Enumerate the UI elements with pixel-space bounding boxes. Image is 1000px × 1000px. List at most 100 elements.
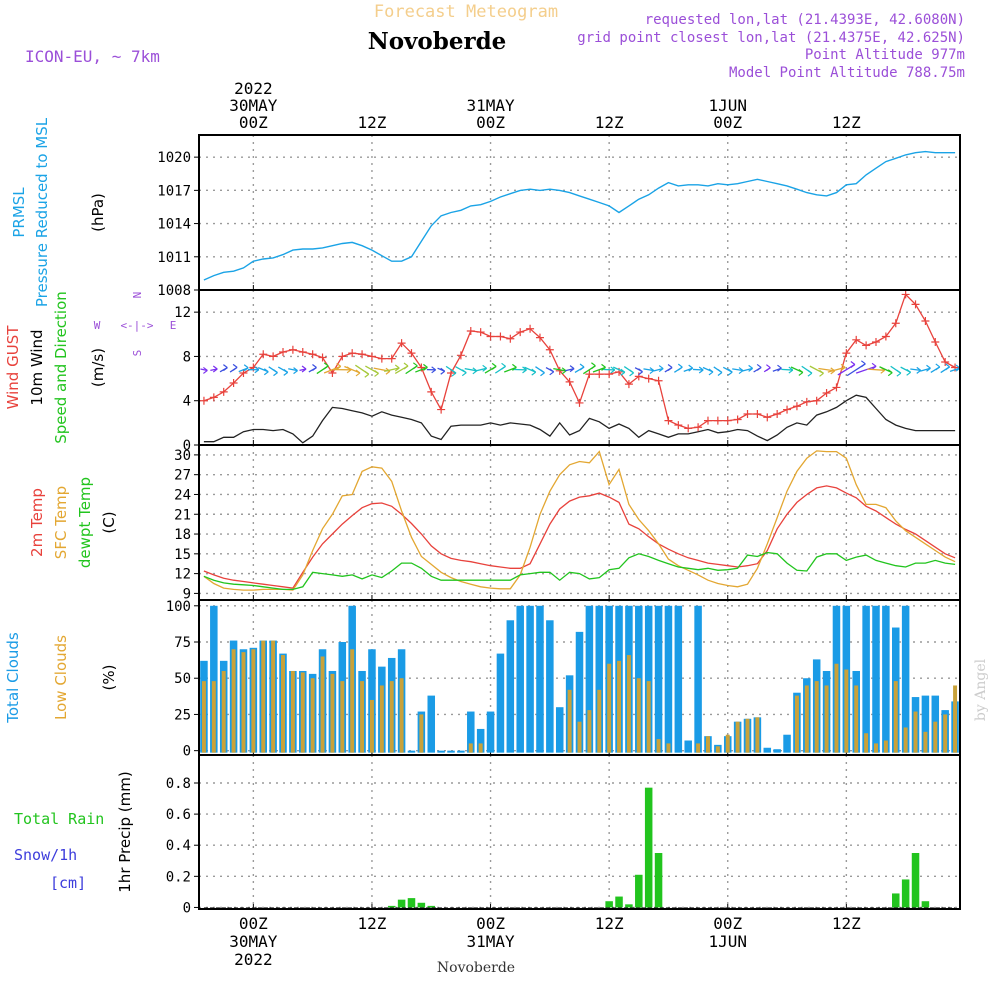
time-bottom-label-4-1: 1JUN bbox=[708, 932, 747, 951]
gust-point-73 bbox=[921, 317, 930, 325]
gust-point-51 bbox=[703, 416, 712, 425]
legend-snow-unit: [cm] bbox=[50, 874, 86, 892]
bar-low-clouds-63 bbox=[824, 685, 829, 753]
wind-arrow-head-32 bbox=[522, 366, 527, 374]
bar-rain-1 bbox=[397, 899, 406, 908]
bar-low-clouds-37 bbox=[567, 689, 572, 753]
series-line-temperature-0 bbox=[203, 485, 956, 589]
unit-label-pressure: (hPa) bbox=[89, 193, 107, 232]
wind-arrow-head-48 bbox=[677, 363, 683, 371]
bar-total-clouds-28 bbox=[476, 728, 485, 753]
wind-arrow-head-10 bbox=[301, 365, 307, 373]
ytick-label-temperature-6: 27 bbox=[174, 468, 191, 484]
bar-low-clouds-67 bbox=[864, 733, 869, 753]
wind-arrow-head-1 bbox=[212, 365, 218, 373]
bar-low-clouds-60 bbox=[794, 695, 799, 753]
bar-low-clouds-6 bbox=[261, 640, 266, 753]
bar-total-clouds-47 bbox=[664, 605, 673, 753]
series-line-temperature-1 bbox=[203, 450, 956, 591]
gust-point-52 bbox=[713, 416, 722, 425]
gust-point-3 bbox=[229, 379, 238, 387]
ytick-label-precip-3: 0.6 bbox=[166, 807, 191, 823]
bar-total-clouds-46 bbox=[654, 605, 663, 753]
ytick-label-precip-1: 0.2 bbox=[166, 869, 191, 885]
gust-point-64 bbox=[832, 383, 841, 392]
ylabel-pressure-1: Pressure Reduced to MSL bbox=[33, 117, 51, 307]
gust-point-26 bbox=[456, 351, 465, 360]
wind-arrow-head-64 bbox=[840, 363, 846, 371]
bar-low-clouds-38 bbox=[577, 721, 582, 753]
bar-low-clouds-74 bbox=[933, 721, 938, 753]
bar-total-clouds-40 bbox=[595, 605, 604, 753]
wind-arrow-50 bbox=[692, 368, 704, 371]
wind-arrow-9 bbox=[288, 368, 298, 372]
wind-arrow-head-17 bbox=[374, 369, 379, 377]
gust-point-0 bbox=[199, 396, 208, 405]
bar-low-clouds-19 bbox=[389, 681, 394, 753]
bar-rain-4 bbox=[427, 905, 436, 908]
bar-low-clouds-13 bbox=[330, 673, 335, 753]
wind-arrow-head-62 bbox=[819, 369, 824, 377]
bar-total-clouds-31 bbox=[506, 620, 515, 753]
wind-arrow-head-3 bbox=[232, 363, 238, 371]
bar-low-clouds-44 bbox=[636, 678, 641, 753]
wind-arrow-head-67 bbox=[871, 362, 877, 370]
gust-point-12 bbox=[318, 353, 327, 362]
ytick-label-temperature-1: 12 bbox=[174, 567, 191, 583]
bar-low-clouds-41 bbox=[607, 663, 612, 753]
ytick-label-wind-3: 12 bbox=[174, 305, 191, 321]
gust-point-69 bbox=[881, 332, 890, 341]
wind-arrow-head-66 bbox=[860, 360, 866, 368]
bar-low-clouds-65 bbox=[844, 669, 849, 753]
wind-arrow-68 bbox=[867, 368, 885, 371]
compass-letter-3: S bbox=[131, 350, 144, 357]
bar-low-clouds-61 bbox=[804, 685, 809, 753]
bar-total-clouds-48 bbox=[674, 605, 683, 753]
gust-point-61 bbox=[802, 397, 811, 406]
bar-total-clouds-36 bbox=[555, 707, 564, 753]
chart-title: Novoberde bbox=[368, 28, 507, 55]
ytick-label-precip-0: 0 bbox=[183, 900, 191, 916]
wind-arrow-head-11 bbox=[312, 364, 317, 371]
ytick-label-pressure-0: 1008 bbox=[157, 283, 191, 299]
ylabel-temperature-1: SFC Temp bbox=[52, 486, 70, 559]
bar-low-clouds-46 bbox=[656, 739, 661, 753]
unit-label-clouds: (%) bbox=[100, 665, 118, 691]
wind-arrow-head-16 bbox=[364, 370, 370, 378]
wind-arrow-head-6 bbox=[263, 368, 269, 376]
gust-point-19 bbox=[387, 354, 396, 363]
time-bottom-label-4-0: 00Z bbox=[713, 914, 742, 933]
bar-low-clouds-17 bbox=[369, 699, 374, 753]
wind-arrow-head-35 bbox=[549, 368, 555, 376]
wind-arrow-72 bbox=[910, 368, 921, 372]
time-top-label-0-1: 30MAY bbox=[229, 96, 278, 115]
panel-precip: 0 0.2 0.4 0.6 0.8 1hr Precip (mm) Total Rain Sn… bbox=[14, 754, 961, 916]
bar-total-clouds-50 bbox=[694, 605, 702, 753]
bar-low-clouds-76 bbox=[953, 685, 958, 753]
bar-rain-7 bbox=[625, 904, 633, 908]
bar-low-clouds-69 bbox=[883, 740, 888, 753]
ytick-label-precip-4: 0.8 bbox=[166, 776, 191, 792]
wind-arrow-head-61 bbox=[807, 369, 813, 377]
bar-rain-6 bbox=[615, 896, 623, 908]
ylabel-clouds-1: Low Clouds bbox=[52, 635, 70, 720]
ytick-label-clouds-4: 100 bbox=[166, 599, 191, 615]
wind-arrow-head-9 bbox=[293, 367, 298, 375]
gust-point-21 bbox=[407, 349, 416, 358]
bar-low-clouds-14 bbox=[340, 681, 345, 753]
wind-arrow-37 bbox=[565, 368, 575, 372]
gust-point-68 bbox=[871, 338, 880, 347]
bar-low-clouds-39 bbox=[587, 710, 592, 753]
gust-point-29 bbox=[486, 332, 495, 341]
unit-label-temperature: (C) bbox=[100, 511, 118, 533]
gust-point-57 bbox=[763, 413, 772, 422]
bar-low-clouds-27 bbox=[468, 743, 473, 753]
footer-location: Novoberde bbox=[437, 960, 515, 976]
ylabel-precip: 1hr Precip (mm) bbox=[116, 771, 134, 892]
ytick-label-wind-1: 4 bbox=[183, 394, 191, 410]
ytick-label-precip-2: 0.4 bbox=[166, 838, 191, 854]
bar-total-clouds-71 bbox=[901, 605, 910, 753]
gust-point-37 bbox=[565, 377, 574, 386]
wind-arrow-head-56 bbox=[756, 363, 762, 371]
bar-low-clouds-10 bbox=[300, 672, 305, 753]
